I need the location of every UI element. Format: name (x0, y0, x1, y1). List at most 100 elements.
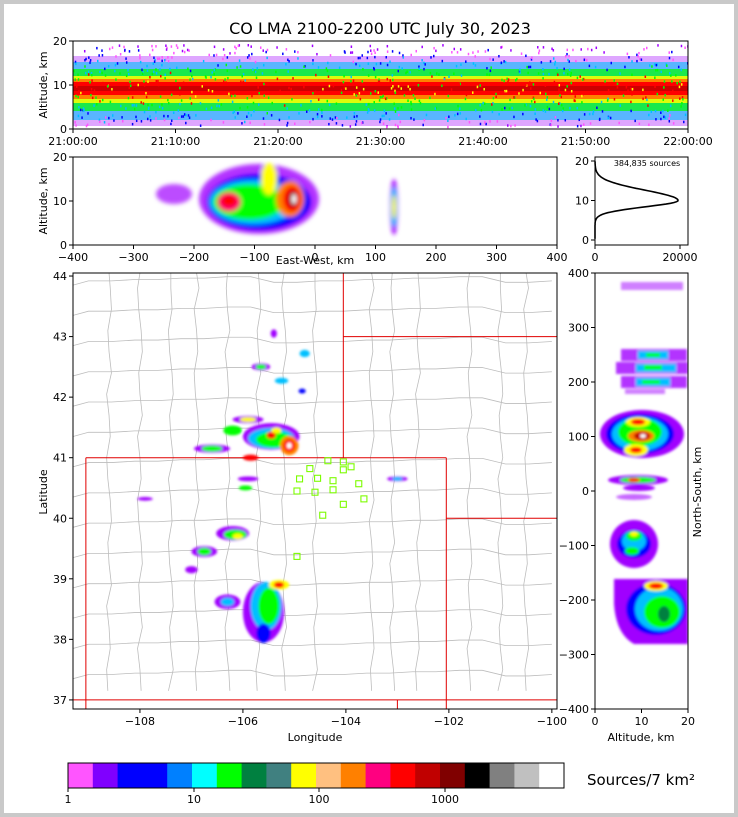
colorbar-swatch (167, 763, 193, 788)
hist-y-tick-label: 20 (575, 155, 589, 168)
ew-x-tick-label: −100 (239, 251, 269, 264)
plan-view-panel: −108 −106 −104 −102 −100 37 38 39 40 41 42 43 44 Lon… (37, 270, 567, 744)
time-x-tick-label: 21:40:00 (458, 135, 507, 148)
colorbar-swatch (216, 763, 243, 788)
colorbar-swatch (539, 763, 565, 788)
map-y-tick-label: 43 (53, 331, 67, 344)
colorbar-tick-label: 1 (65, 793, 72, 806)
ew-x-tick-label: 300 (486, 251, 507, 264)
time-x-tick-label: 22:00:00 (663, 135, 712, 148)
ns-y-tick-label: −300 (559, 649, 589, 662)
ns-y-tick-label: 400 (568, 267, 589, 280)
ns-x-tick-label: 0 (592, 715, 599, 728)
hist-x-tick-label: 0 (592, 251, 599, 264)
colorbar-swatch (390, 763, 416, 788)
map-y-tick-label: 42 (53, 391, 67, 404)
ns-y-tick-label: 300 (568, 322, 589, 335)
colorbar-swatch (514, 763, 540, 788)
colorbar-swatch (489, 763, 515, 788)
north-south-xlabel: Altitude, km (607, 731, 674, 744)
east-west-density (156, 163, 398, 235)
state-boundaries (73, 273, 557, 709)
map-y-tick-label: 44 (53, 270, 67, 283)
figure: CO LMA 2100-2200 UTC July 30, 2023 21:00… (4, 4, 734, 813)
colorbar-swatch (316, 763, 342, 788)
time-x-tick-label: 21:20:00 (253, 135, 302, 148)
map-x-tick-label: −102 (434, 715, 464, 728)
colorbar-swatch (68, 763, 94, 788)
north-south-ylabel: North-South, km (691, 447, 704, 538)
ew-x-tick-label: 0 (312, 251, 319, 264)
north-south-density (600, 282, 688, 644)
lma-stations (293, 457, 368, 560)
station-marker (314, 474, 322, 482)
station-marker (339, 458, 347, 466)
map-xlabel: Longitude (288, 731, 343, 744)
time-y-tick-label: 0 (60, 123, 67, 136)
map-y-tick-label: 41 (53, 452, 67, 465)
chart-title: CO LMA 2100-2200 UTC July 30, 2023 (229, 19, 531, 38)
time-x-tick-label: 21:00:00 (48, 135, 97, 148)
ew-x-tick-label: −400 (58, 251, 88, 264)
time-altitude-density (73, 44, 688, 129)
north-south-panel: 0 10 20 −400 −300 −200 −100 0 100 200 300 400 Altit… (559, 267, 704, 744)
plan-view-density (137, 329, 408, 643)
ns-x-tick-label: 20 (681, 715, 695, 728)
east-west-ylabel: Altitude, km (37, 167, 50, 234)
altitude-histogram-panel: 0 20000 0 10 20 384,835 sources (575, 155, 698, 264)
hist-y-tick-label: 0 (582, 234, 589, 247)
colorbar-swatch (365, 763, 391, 788)
time-altitude-ylabel: Altitude, km (37, 51, 50, 118)
ns-y-tick-label: −200 (559, 594, 589, 607)
colorbar-swatch (415, 763, 441, 788)
ew-y-tick-label: 10 (53, 195, 67, 208)
colorbar-swatch (440, 763, 466, 788)
colorbar-swatch (241, 763, 267, 788)
ns-x-tick-label: 10 (635, 715, 649, 728)
colorbar-swatch (117, 763, 143, 788)
east-west-panel: −400 −300 −200 −100 0 100 200 300 400 0 10 20 East-… (37, 151, 568, 267)
station-marker (311, 488, 319, 496)
station-marker (296, 475, 304, 483)
station-marker (339, 466, 347, 474)
station-marker (324, 457, 332, 465)
ew-x-tick-label: −300 (118, 251, 148, 264)
hist-y-tick-label: 10 (575, 195, 589, 208)
station-marker (293, 552, 301, 560)
colorbar-tick-label: 100 (309, 793, 330, 806)
station-marker (355, 480, 363, 488)
ew-x-tick-label: 100 (365, 251, 386, 264)
map-y-tick-label: 37 (53, 694, 67, 707)
time-y-tick-label: 20 (53, 35, 67, 48)
colorbar-swatch (266, 763, 292, 788)
ew-x-tick-label: −200 (179, 251, 209, 264)
colorbar-swatch (340, 763, 367, 788)
time-x-tick-label: 21:50:00 (561, 135, 610, 148)
ew-x-tick-label: 400 (547, 251, 568, 264)
colorbar: 1 10 100 1000 Sources/7 km² (65, 762, 695, 806)
station-marker (329, 477, 337, 485)
colorbar-label: Sources/7 km² (587, 771, 695, 789)
map-ylabel: Latitude (37, 469, 50, 515)
colorbar-swatch (142, 763, 168, 788)
figure-canvas: CO LMA 2100-2200 UTC July 30, 2023 21:00… (37, 19, 713, 806)
station-marker (339, 500, 347, 508)
ew-y-tick-label: 20 (53, 151, 67, 164)
east-west-xlabel: East-West, km (276, 254, 354, 267)
time-x-tick-label: 21:30:00 (356, 135, 405, 148)
ns-y-tick-label: −400 (559, 703, 589, 716)
colorbar-swatch (92, 763, 119, 788)
colorbar-swatch (464, 763, 491, 788)
colorbar-swatch (192, 763, 218, 788)
map-y-tick-label: 40 (53, 512, 67, 525)
map-x-tick-label: −106 (228, 715, 258, 728)
map-x-tick-label: −108 (125, 715, 155, 728)
map-x-tick-label: −104 (331, 715, 361, 728)
station-marker (347, 463, 355, 471)
ew-y-tick-label: 0 (60, 239, 67, 252)
source-count-annotation: 384,835 sources (614, 159, 680, 168)
ns-y-tick-label: 0 (582, 485, 589, 498)
time-x-tick-label: 21:10:00 (151, 135, 200, 148)
station-marker (360, 495, 368, 503)
ns-y-tick-label: 200 (568, 376, 589, 389)
